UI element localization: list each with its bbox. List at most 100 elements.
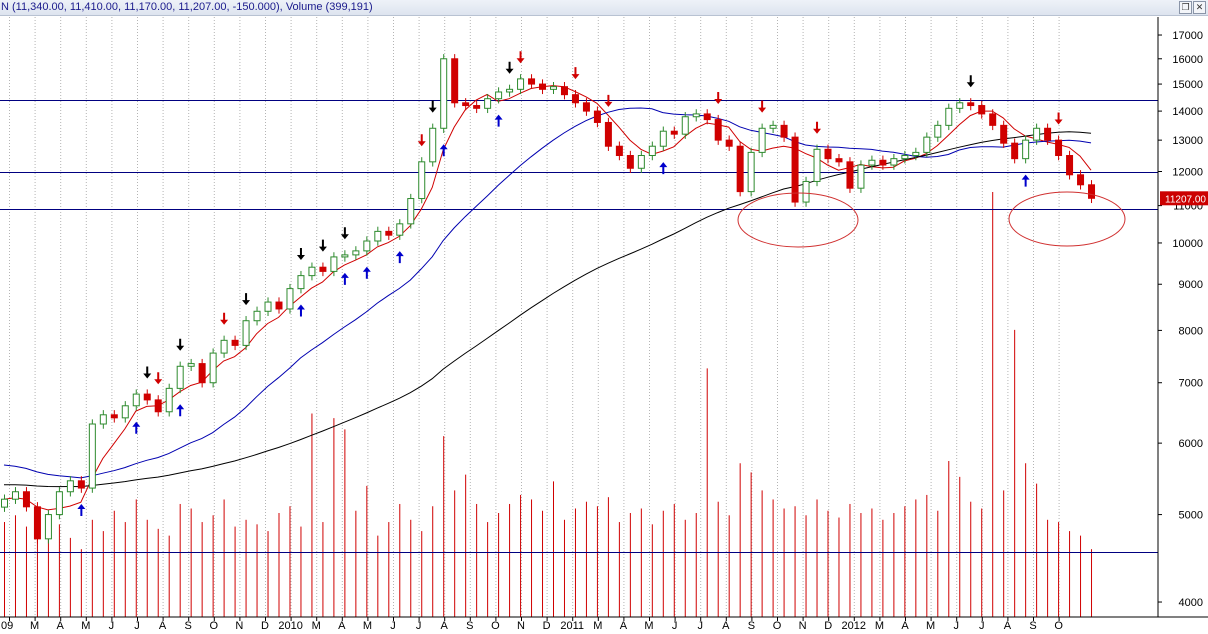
- candle-body: [1044, 127, 1052, 141]
- y-axis: 1700016000150001400013000120001100010000…: [1158, 30, 1203, 609]
- signal-arrow-up: [340, 272, 349, 285]
- candle-body: [1, 498, 8, 508]
- y-tick-label: 17000: [1172, 30, 1203, 42]
- candle-body: [648, 145, 656, 157]
- candle-body: [1022, 139, 1030, 160]
- candle-body: [66, 480, 74, 493]
- last-price-marker: 11207.00: [1160, 191, 1208, 206]
- candle-body: [220, 339, 228, 354]
- y-axis-panel: [1158, 17, 1208, 634]
- candle-body: [593, 110, 601, 123]
- x-tick-label: J: [672, 620, 678, 632]
- x-tick-label: 2011: [560, 620, 584, 632]
- x-tick-label: J: [390, 620, 396, 632]
- annotation-ellipse: [1008, 191, 1126, 247]
- candle-body: [626, 155, 634, 169]
- candle-body: [1000, 124, 1008, 144]
- signal-arrow-down: [340, 227, 349, 240]
- x-tick-label: N: [517, 620, 525, 632]
- signal-arrow-down: [604, 94, 613, 107]
- candle-body: [132, 393, 140, 407]
- signal-arrow-up: [176, 404, 185, 417]
- signal-arrow-down: [242, 293, 251, 306]
- candle-body: [945, 107, 953, 126]
- x-tick-label: 09: [1, 620, 13, 632]
- candle-body: [670, 130, 678, 135]
- candle-body: [912, 151, 920, 157]
- x-axis-panel: [0, 617, 1208, 634]
- x-tick-label: N: [799, 620, 807, 632]
- signal-arrow-down: [143, 366, 152, 379]
- x-tick-label: J: [416, 620, 422, 632]
- candle-body: [714, 119, 722, 141]
- y-tick-label: 16000: [1172, 54, 1203, 66]
- candle-body: [418, 161, 426, 200]
- candle-body: [209, 352, 217, 384]
- x-tick-label: A: [338, 620, 346, 632]
- candle-body: [879, 159, 887, 166]
- candle-body: [1033, 127, 1041, 141]
- candle-body: [440, 58, 448, 129]
- candle-body: [473, 105, 481, 109]
- x-tick-label: M: [926, 620, 935, 632]
- x-tick-label: O: [210, 620, 219, 632]
- moving-average-line: [3, 85, 1092, 511]
- candle-body: [374, 230, 382, 242]
- x-tick-label: M: [363, 620, 372, 632]
- signal-arrow-up: [1021, 174, 1030, 187]
- y-tick-label: 13000: [1172, 135, 1203, 147]
- candle-body: [231, 339, 239, 346]
- candle-body: [11, 491, 19, 500]
- candle-body: [703, 113, 711, 121]
- chart-title-bar: N (11,340.00, 11,410.00, 11,170.00, 11,2…: [0, 0, 1208, 16]
- signal-arrow-down: [516, 51, 525, 64]
- candle-body: [154, 399, 162, 413]
- candle-body: [330, 256, 338, 272]
- signal-arrow-up: [494, 114, 503, 127]
- candle-body: [604, 121, 612, 147]
- candle-body: [923, 136, 931, 153]
- candle-body: [681, 116, 689, 135]
- signal-arrow-down: [428, 100, 437, 113]
- x-tick-label: D: [261, 620, 269, 632]
- restore-button[interactable]: ❐: [1179, 1, 1192, 14]
- x-tick-label: A: [620, 620, 628, 632]
- candle-body: [341, 254, 349, 258]
- x-tick-label: M: [593, 620, 602, 632]
- y-tick-label: 12000: [1172, 167, 1203, 179]
- candle-body: [451, 58, 459, 104]
- x-tick-label: J: [109, 620, 115, 632]
- candle-body: [736, 145, 744, 193]
- candle-body: [637, 155, 645, 169]
- candle-body: [429, 127, 437, 163]
- signal-arrow-down: [318, 239, 327, 252]
- candle-body: [692, 113, 700, 118]
- candle-body: [363, 240, 371, 252]
- candle-body: [517, 78, 525, 90]
- signal-arrow-up: [659, 162, 668, 175]
- x-tick-label: N: [235, 620, 243, 632]
- signal-arrow-down: [505, 61, 514, 74]
- close-button[interactable]: ✕: [1193, 1, 1206, 14]
- signal-arrow-up: [439, 144, 448, 157]
- x-tick-label: S: [748, 620, 755, 632]
- candlestick-chart[interactable]: 1700016000150001400013000120001100010000…: [0, 17, 1208, 634]
- moving-average-line: [3, 107, 1092, 479]
- candle-body: [55, 491, 63, 516]
- x-tick-label: A: [57, 620, 65, 632]
- x-tick-label: 2012: [842, 620, 866, 632]
- signal-arrow-down: [813, 121, 822, 134]
- x-tick-label: S: [466, 620, 473, 632]
- candle-body: [286, 288, 294, 310]
- candle-body: [1011, 142, 1019, 160]
- moving-average-line: [3, 131, 1092, 488]
- candle-body: [582, 102, 590, 112]
- last-price-box: [1160, 191, 1208, 206]
- x-tick-label: D: [543, 620, 551, 632]
- x-tick-label: M: [30, 620, 39, 632]
- candle-body: [846, 161, 854, 189]
- candle-body: [967, 102, 975, 107]
- x-tick-label: A: [1004, 620, 1012, 632]
- candle-body: [77, 480, 85, 489]
- y-tick-label: 8000: [1179, 325, 1203, 337]
